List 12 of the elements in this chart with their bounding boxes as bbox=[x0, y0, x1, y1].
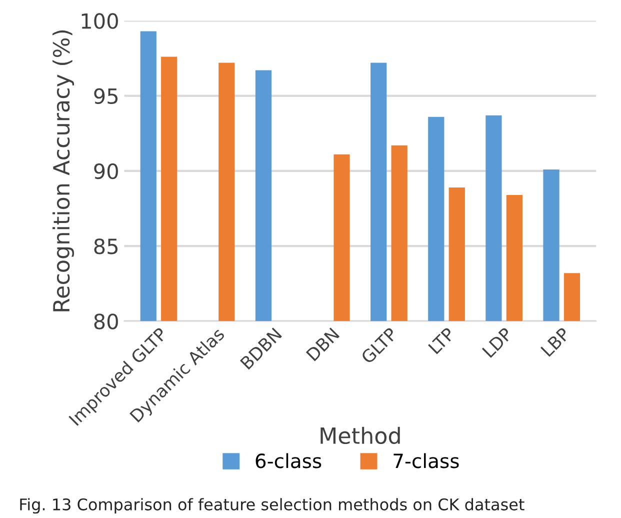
legend-label: 7-class bbox=[394, 453, 459, 468]
y-tick-label: 95 bbox=[94, 88, 118, 104]
y-tick-label: 90 bbox=[94, 163, 118, 180]
y-tick-label: 85 bbox=[94, 238, 118, 254]
y-tick-label: 100 bbox=[82, 13, 118, 29]
x-axis-title: Method bbox=[320, 426, 400, 444]
y-axis-title: Recognition Accuracy (%) bbox=[52, 30, 74, 312]
caption: Fig. 13 Comparison of feature selection methods on CK dataset bbox=[20, 498, 524, 514]
x-tick-label: LBP bbox=[540, 326, 571, 357]
x-tick-label: LTP bbox=[428, 326, 456, 354]
y-tick-label: 80 bbox=[94, 314, 118, 330]
legend-label: 6-class bbox=[256, 453, 322, 468]
